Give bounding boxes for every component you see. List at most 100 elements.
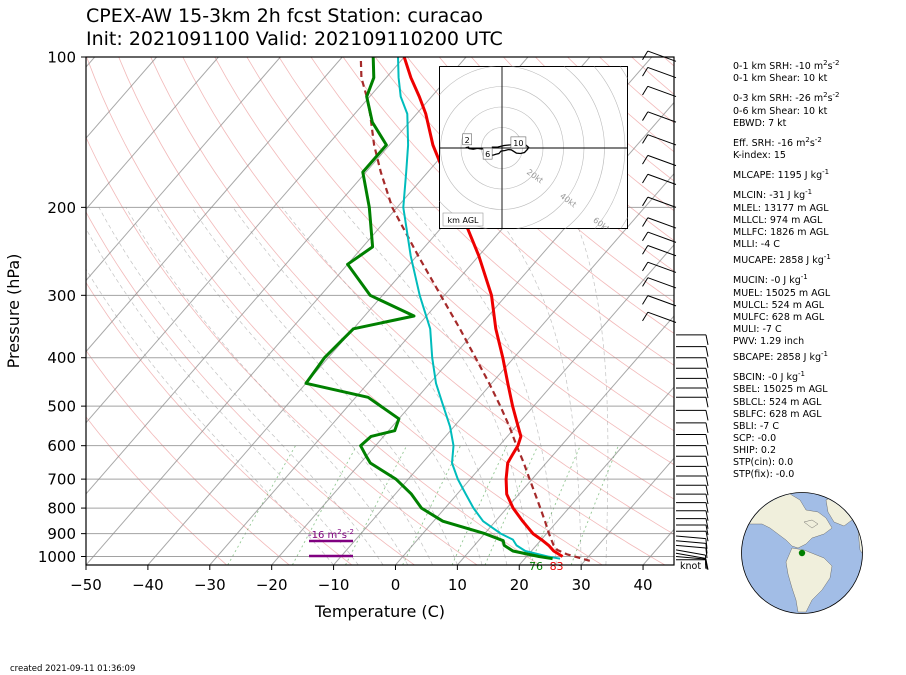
- stat-line: STP(fix): -0.0: [733, 469, 795, 481]
- dry-adiabat: [86, 281, 353, 565]
- isotherm: [395, 244, 674, 565]
- stat-line: PWV: 1.29 inch: [733, 335, 805, 347]
- y-tick-label: 800: [47, 500, 76, 518]
- stat-line: 0-1 km SRH: -10 m2s-2: [733, 59, 840, 73]
- wind-barb: [642, 85, 677, 98]
- wind-barb: [642, 217, 677, 229]
- hodograph-height-label: 10: [513, 139, 523, 148]
- hodograph-frame: [439, 66, 628, 229]
- wind-barb: [642, 245, 677, 257]
- dry-adiabat: [150, 57, 666, 565]
- stat-line: MLLCL: 974 m AGL: [733, 214, 823, 226]
- wind-barb: [676, 455, 709, 467]
- stat-line: MLCIN: -31 J kg-1: [733, 188, 813, 202]
- wind-barb: [642, 277, 677, 289]
- y-tick-label: 400: [47, 349, 76, 367]
- stat-line: SBLFC: 628 m AGL: [733, 408, 822, 420]
- dry-adiabat: [310, 57, 674, 399]
- stat-line: 0-1 km Shear: 10 kt: [733, 73, 828, 85]
- y-tick-label: 900: [47, 525, 76, 543]
- isotherm: [518, 386, 674, 565]
- dry-adiabat: [86, 349, 290, 565]
- hodograph-height-box: [482, 147, 493, 160]
- wind-barb: [676, 445, 709, 456]
- dry-adiabat: [86, 416, 227, 565]
- stat-line: SBLI: -7 C: [733, 420, 779, 432]
- wind-barb: [642, 196, 677, 208]
- wind-barb: [642, 173, 677, 185]
- wind-barb: [676, 475, 709, 487]
- station-marker: [798, 549, 806, 557]
- axes-ticks: −50 −40 −30 −20 −10 0 10 20 30 40 1000 900 800 700 600…: [38, 49, 653, 595]
- dry-adiabat: [342, 57, 674, 366]
- wind-barb: [642, 311, 677, 323]
- wind-barb: [676, 396, 709, 408]
- temperature-line: [402, 57, 564, 558]
- stat-line: SBCAPE: 2858 J kg-1: [733, 349, 828, 364]
- wind-barb: [676, 493, 709, 505]
- wind-barb: [676, 465, 709, 477]
- dry-adiabat: [438, 57, 674, 272]
- mixing-ratio-line: [529, 445, 581, 565]
- hodograph-ring-label: 80kt: [625, 240, 645, 258]
- hodograph-height-box: [510, 136, 527, 149]
- mixing-ratio-line: [451, 445, 508, 565]
- stat-line: K-index: 15: [733, 150, 786, 162]
- surface-temperature-label: 83: [550, 560, 564, 573]
- mixing-ratio-line: [292, 445, 357, 565]
- stat-line: SHIP: 0.2: [733, 444, 777, 456]
- stat-line: MLLFC: 1826 m AGL: [733, 226, 829, 238]
- wind-barb: [642, 50, 677, 62]
- wind-barb: [676, 377, 709, 389]
- stat-line: SBLCL: 524 m AGL: [733, 396, 822, 408]
- globe-land: [785, 547, 833, 613]
- x-tick-label: −10: [318, 576, 350, 594]
- x-tick-label: 0: [391, 576, 401, 594]
- stat-line: SCP: -0.0: [733, 432, 777, 444]
- isotherm: [86, 57, 219, 211]
- mixing-ratio-line: [345, 445, 408, 565]
- moist-adiabat: [86, 228, 359, 565]
- wind-barb: [675, 540, 708, 554]
- wind-barb: [642, 134, 677, 146]
- isotherm: [86, 57, 405, 424]
- dry-adiabat: [406, 57, 674, 303]
- x-tick-label: 40: [634, 576, 653, 594]
- x-tick-label: −50: [70, 576, 102, 594]
- hodograph-height-label: 6: [485, 150, 490, 159]
- mixing-ratio-line: [570, 445, 619, 565]
- wind-barb: [642, 111, 677, 123]
- isotherm: [333, 172, 674, 565]
- dry-adiabat: [278, 57, 674, 432]
- wind-barb: [676, 346, 709, 357]
- x-tick-label: −40: [132, 576, 164, 594]
- y-tick-label: 700: [47, 471, 76, 489]
- stat-line: MUCIN: -0 J kg-1: [733, 273, 808, 287]
- stat-line: MLCAPE: 1195 J kg-1: [733, 168, 830, 182]
- x-tick-label: 30: [572, 576, 591, 594]
- dry-adiabat: [214, 57, 674, 500]
- stat-line: EBWD: 7 kt: [733, 117, 787, 129]
- chart-title-line1: CPEX-AW 15-3km 2h fcst Station: curacao: [86, 5, 484, 27]
- wind-barb: [676, 367, 709, 379]
- wind-barb: [676, 409, 709, 421]
- stat-line: SBEL: 15025 m AGL: [733, 384, 828, 396]
- stat-line: 0-6 km Shear: 10 kt: [733, 105, 828, 117]
- dry-adiabat: [246, 57, 674, 466]
- y-tick-label: 300: [47, 287, 76, 305]
- stat-line: MUCAPE: 2858 J kg-1: [733, 253, 831, 267]
- wind-barb: [642, 295, 677, 307]
- plot-frame: [85, 56, 675, 566]
- stat-line: MULFC: 628 m AGL: [733, 311, 825, 323]
- stat-line: MULCL: 524 m AGL: [733, 299, 825, 311]
- wind-barb: [642, 66, 677, 79]
- hodograph-height-box: [462, 133, 472, 146]
- stat-line: Eff. SRH: -16 m2s-2: [733, 135, 822, 149]
- plot-annotations: 76 83 -16 m2s-2: [308, 528, 564, 573]
- stats-panel: 0-1 km SRH: -10 m2s-2 0-1 km Shear: 10 kt…: [733, 57, 840, 481]
- profile-lines: [304, 57, 591, 562]
- isotherm: [86, 57, 467, 495]
- x-tick-label: −30: [194, 576, 226, 594]
- wind-barb: [642, 261, 677, 273]
